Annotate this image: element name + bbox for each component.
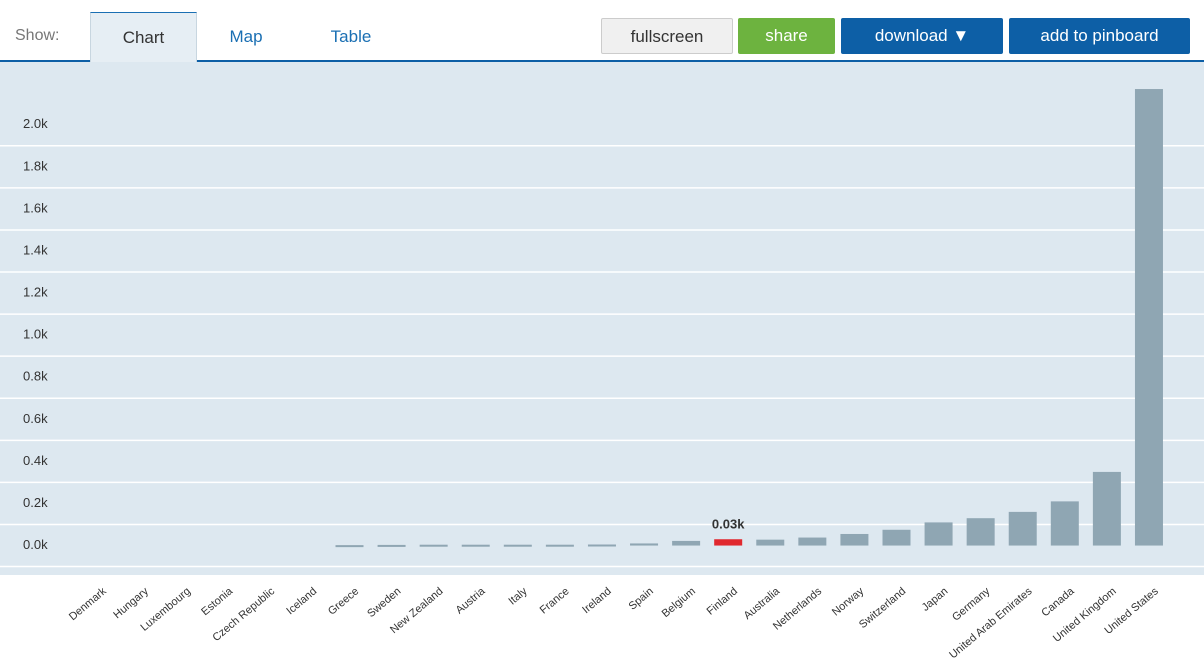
bar — [714, 539, 743, 546]
bar — [672, 540, 701, 546]
show-label: Show: — [15, 27, 60, 44]
bar — [1134, 89, 1163, 546]
tab[interactable]: Table — [330, 27, 372, 46]
y-tick-label: 1.0k — [23, 327, 48, 342]
y-tick-label: 0.2k — [23, 495, 48, 510]
chart: 0.0k 0.2k 0.4k 0.6k 0.8k 1.0k 1.2k 1.4k 1.6k 1.8k… — [0, 62, 1204, 661]
download-button[interactable]: download ▼ — [841, 18, 1003, 54]
bar — [461, 544, 490, 547]
bar — [798, 537, 827, 546]
bar — [756, 539, 785, 546]
bar — [966, 518, 995, 546]
share-button[interactable]: share — [738, 18, 835, 54]
x-tick-label: France — [538, 585, 572, 616]
y-tick-label: 0.0k — [23, 537, 48, 552]
x-tick-label: Ireland — [580, 585, 613, 616]
bar — [924, 522, 953, 546]
x-tick-label: Germany — [950, 585, 993, 624]
y-tick-label: 1.2k — [23, 285, 48, 300]
x-tick-label: Japan — [920, 585, 951, 613]
bar — [840, 533, 869, 546]
y-tick-label: 1.4k — [23, 242, 48, 257]
y-tick-label: 0.8k — [23, 369, 48, 384]
bar — [587, 544, 616, 547]
x-tick-label: Spain — [627, 585, 656, 612]
bar — [1050, 501, 1079, 546]
x-tick-label: Denmark — [67, 585, 109, 623]
bar — [545, 544, 574, 547]
fullscreen-button[interactable]: fullscreen — [601, 18, 733, 54]
x-tick-label: Canada — [1039, 585, 1077, 620]
x-tick-label: Belgium — [660, 585, 698, 620]
y-tick-label: 0.6k — [23, 411, 48, 426]
plot-background — [0, 62, 1204, 575]
y-tick-label: 1.8k — [23, 158, 48, 173]
x-tick-label: Iceland — [284, 585, 319, 617]
x-tick-label: Estonia — [199, 585, 235, 618]
x-tick-label: Greece — [326, 585, 361, 617]
bar — [630, 543, 659, 546]
x-tick-label: Finland — [705, 585, 740, 617]
y-tick-label: 2.0k — [23, 116, 48, 131]
bar — [335, 545, 364, 548]
x-tick-label: Hungary — [111, 585, 151, 621]
x-tick-label: Switzerland — [857, 585, 908, 631]
toolbar: Show: Chart Map Table fullscreen share d… — [0, 0, 1204, 63]
x-tick-label: United Arab Emirates — [947, 585, 1035, 661]
x-tick-label: Austria — [454, 585, 489, 617]
bar — [419, 544, 448, 547]
x-tick-label: Italy — [506, 585, 530, 607]
y-tick-label: 1.6k — [23, 200, 48, 215]
bar — [882, 529, 911, 546]
bar — [503, 544, 532, 547]
value-label: 0.03k — [712, 517, 745, 532]
pinboard-button[interactable]: add to pinboard — [1009, 18, 1190, 54]
bar — [1092, 471, 1121, 546]
bar — [1008, 511, 1037, 546]
tab[interactable]: Chart — [90, 12, 197, 63]
x-tick-label: Sweden — [365, 585, 403, 620]
y-tick-label: 0.4k — [23, 453, 48, 468]
x-tick-label: Norway — [830, 585, 867, 618]
bar — [377, 544, 406, 547]
tab[interactable]: Map — [229, 27, 263, 46]
x-tick-label: Australia — [742, 585, 783, 622]
